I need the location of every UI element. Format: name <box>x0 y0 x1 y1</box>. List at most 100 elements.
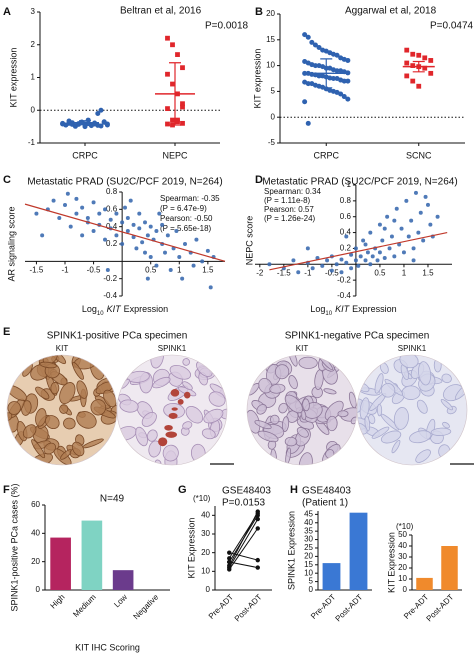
data-point <box>370 254 375 259</box>
y-tick-label: 0.4 <box>340 228 352 237</box>
bar <box>50 537 71 590</box>
x-tick-label: -0.5 <box>87 265 101 274</box>
bar <box>441 546 458 590</box>
data-point <box>345 70 351 76</box>
data-point <box>194 237 199 242</box>
x-tick-label: Post-ADT <box>233 592 264 623</box>
x-tick-label: Medium <box>71 592 98 619</box>
tissue-gland <box>399 355 419 369</box>
tissue-gland <box>376 403 383 417</box>
tissue-gland <box>103 389 117 408</box>
data-point <box>165 106 170 112</box>
tissue-gland <box>269 414 280 425</box>
data-point <box>392 218 397 223</box>
data-point <box>114 233 119 238</box>
data-point <box>180 120 185 126</box>
data-point <box>165 35 170 41</box>
x-axis-label: Log10 KIT Expression <box>310 304 396 316</box>
tissue-gland <box>348 391 357 409</box>
data-point <box>174 229 179 233</box>
x-tick-label: CRPC <box>72 150 98 160</box>
y-tick-label: 20 <box>201 548 210 557</box>
y-axis-label: NEPC score <box>244 216 254 266</box>
x-tick-label: 0.5 <box>145 265 157 274</box>
data-point <box>131 222 136 227</box>
tissue-gland <box>256 404 267 415</box>
y-tick-label: 1 <box>346 180 351 189</box>
unit-note: (*10) <box>396 522 414 531</box>
x-tick-label: SCNC <box>406 150 432 160</box>
data-point <box>97 211 102 216</box>
tissue-gland <box>441 373 452 384</box>
x-axis-label: KIT IHC Scoring <box>75 642 140 652</box>
data-point <box>410 78 416 84</box>
data-point <box>377 222 382 227</box>
tissue-gland <box>76 380 88 399</box>
x-tick-label: -1.5 <box>30 265 44 274</box>
x-tick-label: High <box>49 593 67 611</box>
x-tick-label: NEPC <box>162 150 188 160</box>
x-tick-label: CRPC <box>313 150 339 160</box>
data-point <box>404 198 409 203</box>
y-axis-label: AR signaling score <box>6 206 16 281</box>
data-point <box>66 118 72 124</box>
data-point <box>68 224 73 229</box>
tissue-image <box>117 355 227 465</box>
data-point <box>145 233 150 238</box>
data-point <box>148 224 153 229</box>
tissue-gland <box>337 410 349 418</box>
annotation: (P = 6.47e-9) <box>160 204 207 213</box>
x-label-part: Log <box>82 304 97 314</box>
tissue-gland <box>391 439 401 454</box>
y-tick-label: 60 <box>31 500 40 509</box>
data-point <box>91 200 96 205</box>
data-point <box>128 198 133 203</box>
chart-title: Metastatic PRAD (SU2C/PCF 2019, N=264) <box>262 177 457 188</box>
data-point <box>345 96 351 102</box>
stain-spot <box>171 407 178 411</box>
bar <box>416 577 433 590</box>
data-point <box>339 270 344 275</box>
data-point <box>413 190 418 195</box>
y-tick-label: 0.8 <box>106 187 118 196</box>
tissue-gland <box>22 424 37 439</box>
data-point <box>227 559 232 565</box>
annotation: (P = 1.26e-24) <box>264 214 316 223</box>
tissue-gland <box>326 415 338 432</box>
panel-letter: H <box>290 484 298 496</box>
data-point <box>365 250 370 255</box>
chart-title: N=49 <box>100 494 125 505</box>
chart-title: Aggarwal et al, 2018 <box>345 6 437 17</box>
data-point <box>353 246 358 251</box>
data-point <box>180 65 185 71</box>
tissue-gland <box>203 408 224 424</box>
data-point <box>428 222 433 227</box>
data-point <box>191 263 196 268</box>
data-point <box>421 238 426 243</box>
stain-spot <box>170 388 180 397</box>
data-point <box>387 246 392 251</box>
tissue-gland <box>430 427 452 436</box>
data-point <box>435 214 440 219</box>
y-tick-label: 0 <box>309 585 314 594</box>
stain-label: SPINK1 <box>398 344 427 353</box>
data-point <box>344 234 349 239</box>
data-point <box>296 270 301 275</box>
tissue-gland <box>296 427 309 438</box>
data-point <box>227 563 232 568</box>
data-point <box>123 205 127 210</box>
data-point <box>375 258 380 263</box>
data-point <box>312 42 318 48</box>
y-axis-label: SPINK1-positive PCa cases (%) <box>9 483 19 611</box>
tissue-gland <box>39 361 57 369</box>
y-tick-label: 0 <box>206 585 211 594</box>
error-bar <box>79 120 91 126</box>
panel-letter: B <box>255 6 263 18</box>
data-point <box>418 210 423 215</box>
subtitle: (Patient 1) <box>302 498 348 509</box>
data-point <box>404 47 410 53</box>
data-point <box>227 550 232 555</box>
tissue-gland <box>401 385 421 400</box>
stain-spot <box>158 437 168 447</box>
